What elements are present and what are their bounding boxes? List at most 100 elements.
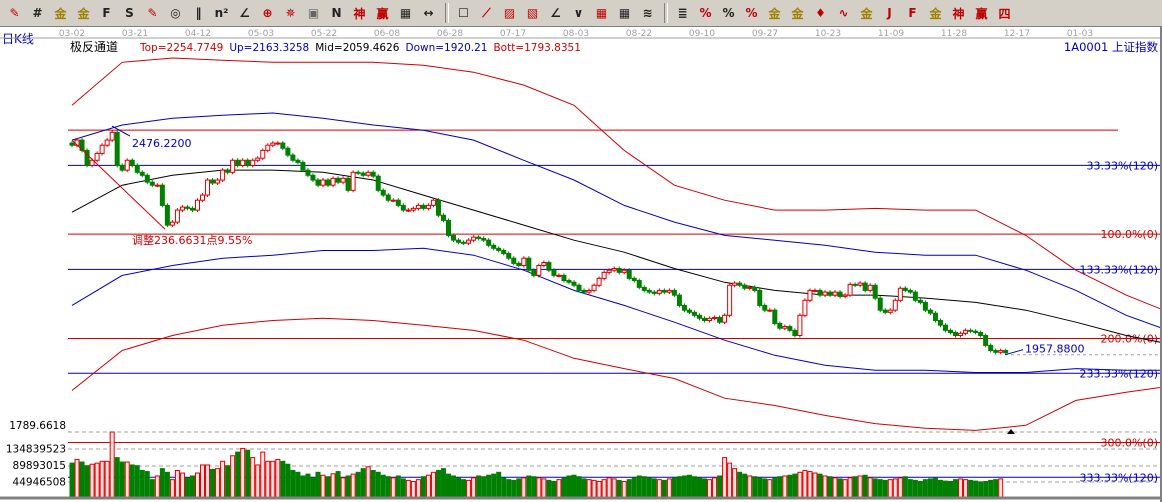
candle (240, 159, 246, 166)
candle (767, 309, 773, 312)
candle (867, 284, 873, 291)
percent-lines-icon[interactable]: % (745, 6, 758, 20)
candle (902, 287, 908, 291)
candle (541, 261, 547, 267)
candle (993, 350, 999, 353)
date-tick-label: 08-22 (626, 29, 652, 39)
percent-angle-icon[interactable]: % (699, 6, 712, 20)
gann-box-icon[interactable]: ▧ (526, 6, 539, 20)
volume-bar (275, 458, 281, 499)
volume-bar (435, 469, 441, 499)
fan-lines-icon[interactable]: ⟋ (482, 5, 491, 20)
compass-icon[interactable]: ✵ (285, 6, 296, 20)
gann-fan-icon[interactable]: ▨ (503, 6, 516, 20)
volume-bar (109, 431, 115, 499)
date-tick-label: 04-12 (185, 29, 211, 39)
volume-bar (350, 473, 356, 499)
volume-bar (917, 480, 923, 499)
rocket-icon[interactable]: ♦ (815, 6, 826, 20)
kline-chart[interactable]: 日K线 03-02 03-21 04-12 05-03 05-22 06-08 06-28 0… (0, 27, 1162, 502)
angle-icon[interactable]: ∠ (239, 6, 250, 20)
candles (69, 130, 1009, 355)
retrace-line (71, 139, 166, 230)
gold-circle-icon[interactable]: 金 (768, 6, 781, 21)
volume-bar (697, 477, 702, 499)
candle (385, 194, 391, 201)
volume-bar (461, 479, 467, 499)
cycle-icon[interactable]: ◎ (170, 6, 181, 20)
gold-angle-icon[interactable]: 金 (929, 6, 942, 21)
period-label[interactable]: 日K线 (2, 32, 34, 46)
retrace-label: 调整236.6631点9.55% (132, 233, 252, 247)
period-lines-icon[interactable]: ‖ (195, 6, 202, 20)
square-n-icon[interactable]: n² (214, 6, 229, 20)
candle (245, 159, 251, 166)
volume-bar (340, 477, 346, 499)
pen-icon[interactable]: ✎ (9, 6, 20, 20)
volume-bar (375, 471, 381, 499)
candle (169, 221, 175, 226)
gold-level-icon[interactable]: 金 (860, 6, 873, 21)
volume-bar (104, 460, 110, 499)
win-lines-icon[interactable]: 赢 (376, 6, 389, 21)
candle (215, 179, 221, 184)
candle (742, 284, 748, 289)
win-angle-icon[interactable]: 赢 (975, 6, 988, 21)
j-lines-icon[interactable]: J (887, 6, 892, 20)
f-lines-icon[interactable]: F (908, 6, 917, 20)
volume-bar (380, 474, 386, 499)
four-angle-icon[interactable]: 四 (998, 6, 1011, 21)
high-label: 2476.2200 (132, 137, 192, 150)
box-icon[interactable]: ☐ (458, 6, 469, 20)
speed-lines-icon[interactable]: ∠ (550, 6, 561, 20)
fib-f-icon[interactable]: F (102, 6, 111, 20)
volume-bar (651, 478, 657, 499)
volume-bar (606, 477, 612, 499)
volume-bar (556, 479, 562, 499)
candle (777, 322, 783, 329)
percent-icon[interactable]: % (722, 6, 735, 20)
sine-icon[interactable]: ∿ (838, 6, 849, 20)
grid-icon[interactable]: ▦ (595, 6, 608, 20)
volume-bar (762, 478, 768, 499)
width-arrows-icon[interactable]: ↔ (423, 6, 434, 20)
bars-icon[interactable]: ≣ (677, 6, 688, 20)
candle (335, 177, 341, 183)
multi-lines-icon[interactable]: ≋ (642, 6, 653, 20)
candle (370, 171, 376, 177)
candle (491, 244, 497, 249)
wave-icon[interactable]: N (331, 6, 342, 20)
annotations: 2476.2200 调整236.6631点9.55% 1957.8800 (71, 125, 1160, 434)
ruler-icon[interactable]: ▦ (399, 6, 412, 20)
date-tick-label: 09-27 (752, 29, 778, 39)
candle (466, 239, 472, 244)
spiral-icon[interactable]: S (125, 6, 134, 20)
candle (195, 199, 200, 211)
candle (114, 131, 120, 166)
volume-bar (571, 474, 577, 499)
god-angle-icon[interactable]: 神 (952, 6, 965, 21)
volume-bar (395, 475, 401, 499)
gold-lines-icon[interactable]: 金 (791, 6, 804, 21)
candle (99, 144, 105, 154)
candle (174, 209, 180, 223)
grid-2-icon[interactable]: ▦ (618, 6, 631, 20)
candle (255, 157, 261, 161)
gold-ratio-icon[interactable]: 金 (54, 6, 67, 21)
band-up (71, 112, 1162, 329)
zigzag-icon[interactable]: ∨ (573, 6, 584, 20)
square-grid-icon[interactable]: ▣ (307, 6, 320, 20)
candle (390, 199, 396, 202)
volume-bar (867, 477, 873, 499)
gold-ratio-2-icon[interactable]: 金 (77, 6, 90, 21)
volume-bar (822, 475, 828, 499)
measure-pen-icon[interactable]: ✎ (147, 6, 158, 20)
candle (189, 207, 195, 211)
volume-bar (205, 464, 211, 499)
candle (676, 294, 682, 306)
god-lines-icon[interactable]: 神 (353, 6, 366, 21)
candle (912, 291, 918, 301)
candle (807, 289, 813, 301)
circle-cross-icon[interactable]: ⊕ (262, 6, 273, 20)
parallel-lines-icon[interactable]: # (32, 6, 43, 20)
